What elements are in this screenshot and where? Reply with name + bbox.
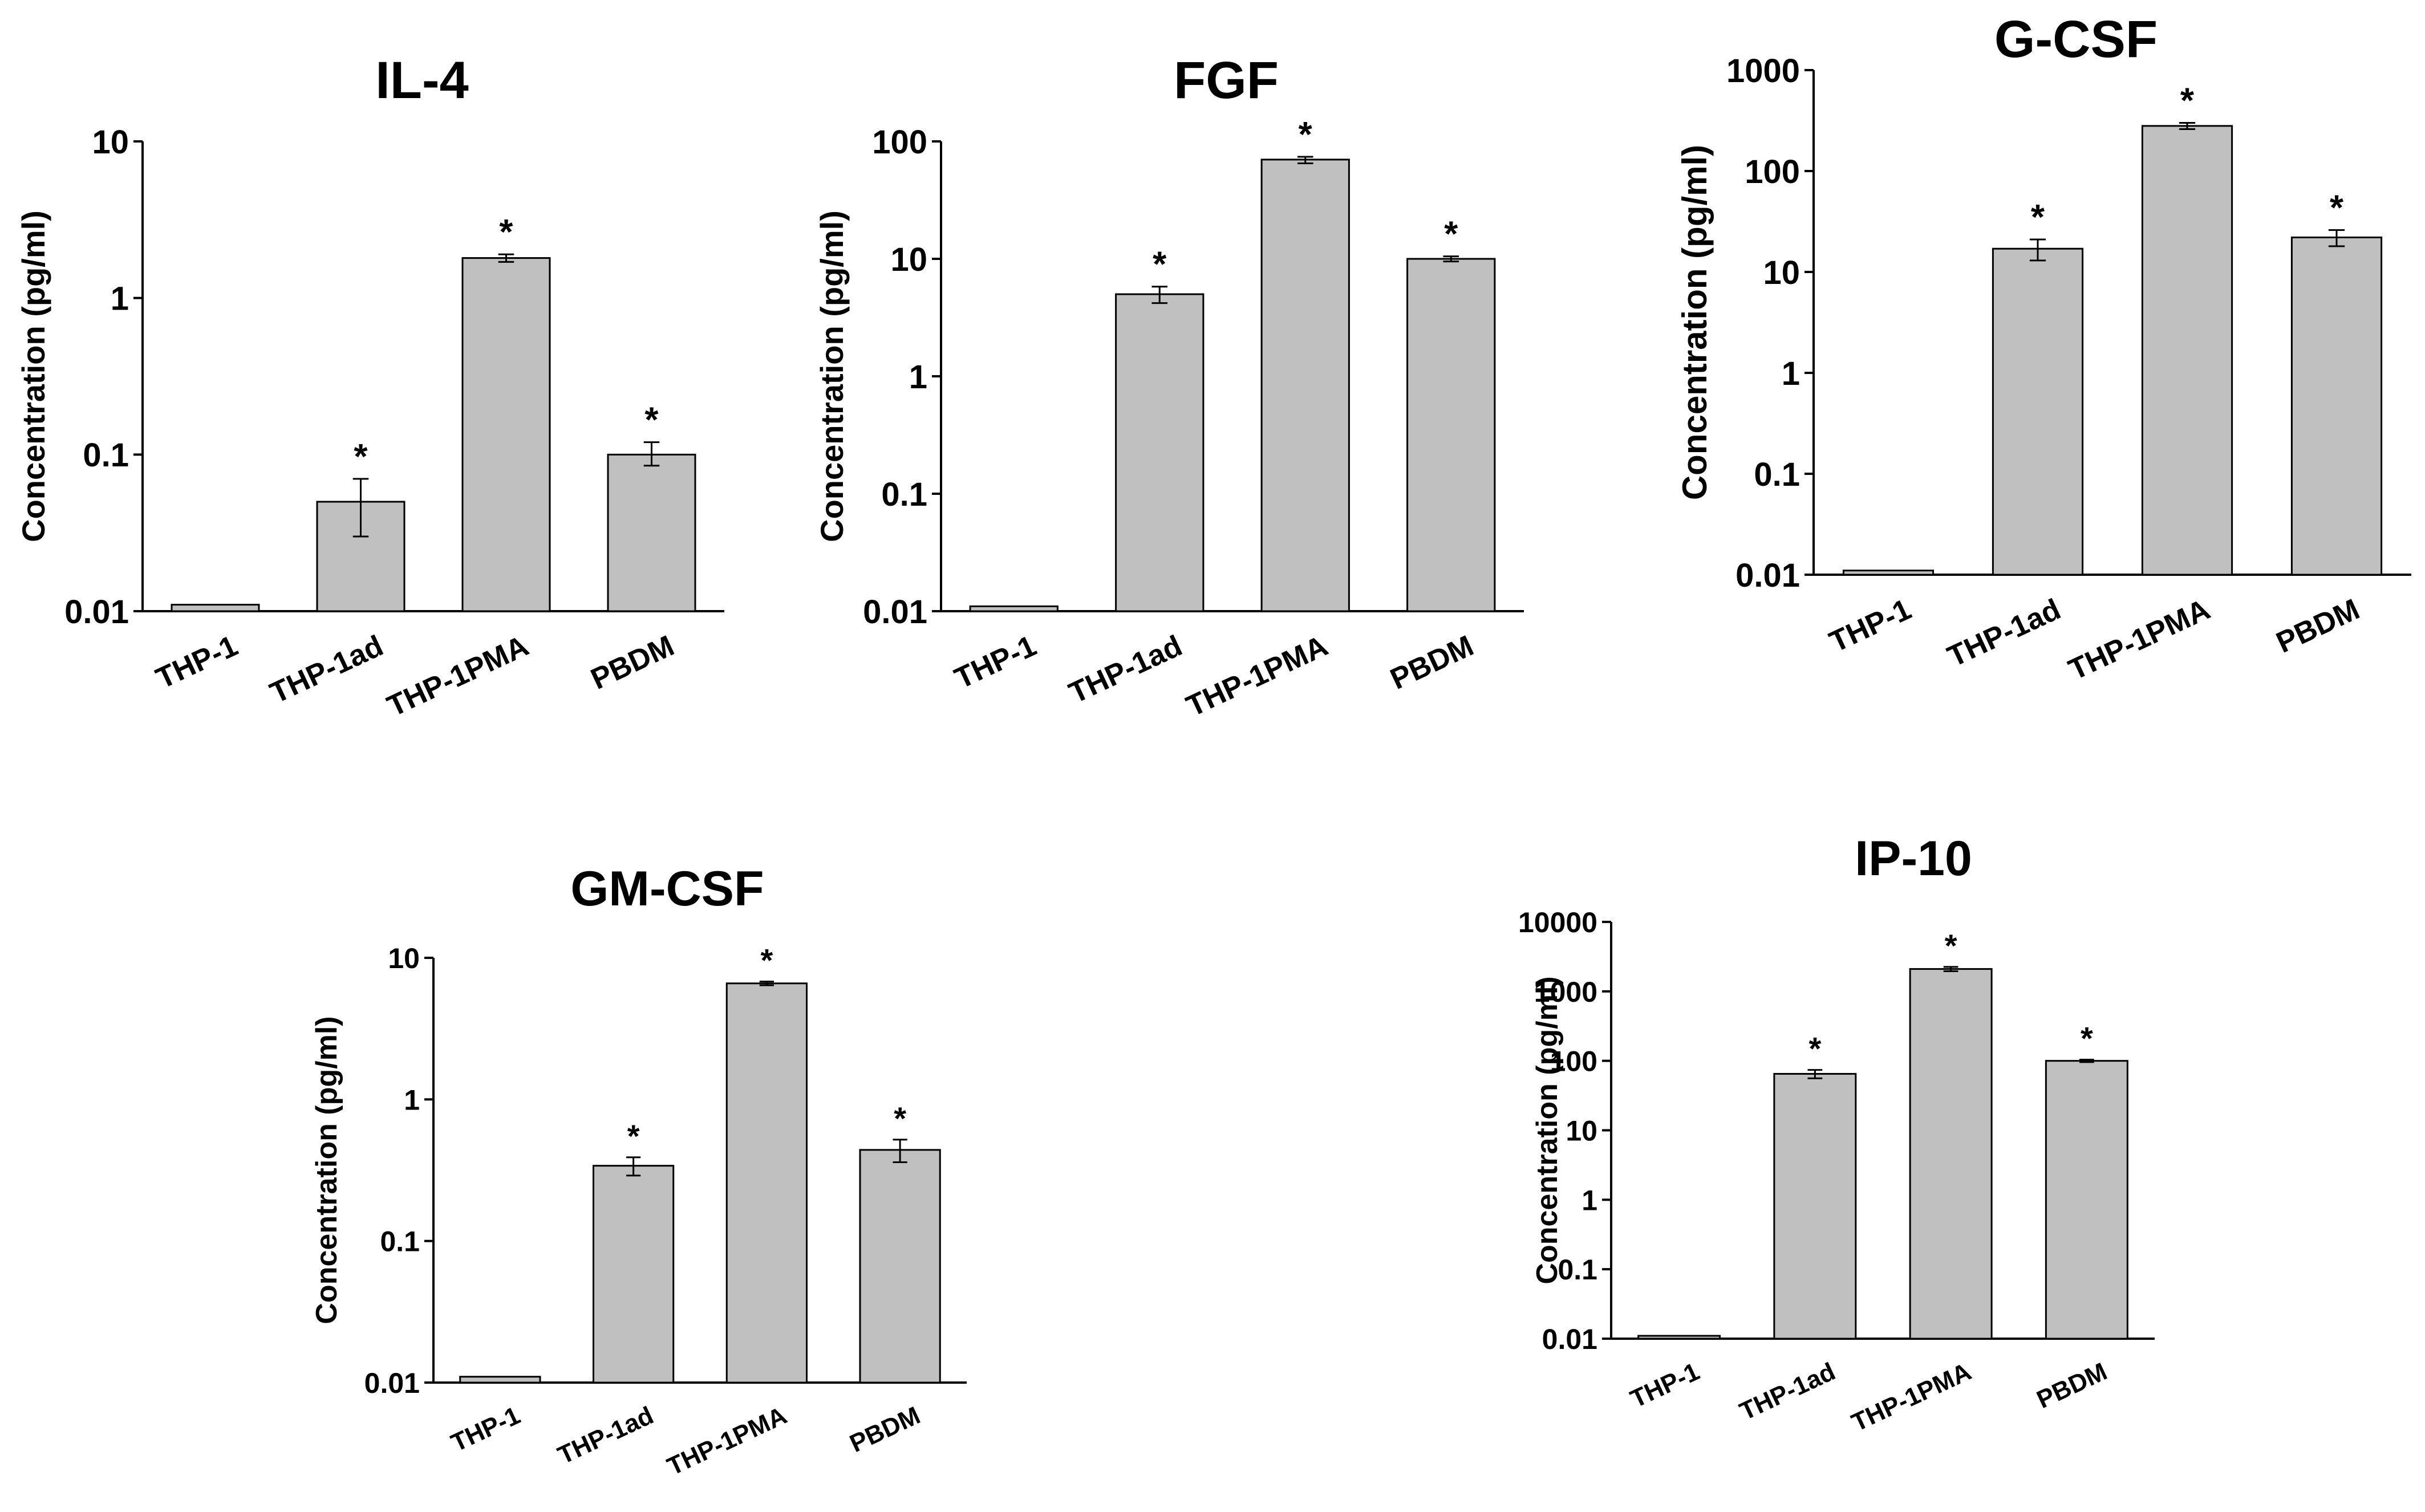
bar: [2290, 236, 2383, 576]
y-tick-label: 10: [890, 241, 927, 278]
significance-star: *: [894, 1100, 906, 1136]
significance-star: *: [1153, 245, 1167, 284]
significance-star: *: [627, 1118, 640, 1154]
x-tick-label: THP-1PMA: [1847, 1357, 1976, 1437]
significance-star: *: [2031, 198, 2045, 237]
y-tick-label: 100: [1745, 153, 1800, 190]
bar: [725, 982, 808, 1384]
significance-star: *: [1945, 928, 1957, 964]
bar: [461, 257, 551, 612]
chart-title: IP-10: [1855, 831, 1972, 886]
x-tick-label: THP-1ad: [265, 629, 388, 710]
bar: [607, 453, 696, 612]
significance-star: *: [644, 401, 659, 440]
y-tick-label: 10: [1566, 1115, 1597, 1147]
bar: [1115, 293, 1205, 612]
chart-panel-gm-csf: GM-CSF Concentration (pg/ml) 0.01 0.1 1 10 THP…: [310, 861, 967, 1481]
bar: [1406, 258, 1496, 612]
bar: [1842, 570, 1935, 576]
chart-panel-ip-10: IP-10 Concentration (pg/ml) 0.01 0.1 1 10 100 1…: [1518, 831, 2155, 1437]
y-tick-label: 1: [404, 1084, 420, 1116]
y-tick-label: 0.01: [364, 1367, 420, 1399]
x-tick-label: THP-1ad: [1064, 629, 1187, 710]
y-tick-label: 1000: [1726, 52, 1800, 90]
y-tick-label: 10: [1763, 254, 1800, 291]
x-tick-label: PBDM: [586, 629, 679, 696]
y-tick-label: 0.1: [1754, 456, 1800, 493]
bar: [171, 604, 260, 612]
y-tick-label: 0.01: [1735, 557, 1800, 594]
x-tick-label: PBDM: [2272, 593, 2365, 660]
chart-title: G-CSF: [1994, 10, 2158, 68]
bar: [2045, 1060, 2128, 1340]
significance-star: *: [2180, 82, 2195, 121]
y-tick-label: 0.1: [83, 437, 129, 474]
y-axis-label: Concentration (pg/ml): [1531, 976, 1564, 1284]
bar: [593, 1165, 675, 1384]
x-tick-label: THP-1ad: [1735, 1357, 1839, 1426]
chart-panel-fgf: FGF Concentration (pg/ml) 0.01 0.1 1 10 100 THP…: [814, 51, 1524, 724]
y-tick-label: 1: [909, 359, 927, 396]
x-tick-label: THP-1PMA: [1182, 629, 1333, 724]
y-tick-label: 0.01: [1542, 1323, 1597, 1355]
chart-panel-g-csf: G-CSF Concentration (pg/ml) 0.01 0.1 1 10 100 1…: [1676, 10, 2411, 687]
y-axis-label: Concentration (pg/ml): [15, 210, 51, 542]
y-tick-label: 100: [1550, 1046, 1597, 1078]
x-tick-label: THP-1ad: [554, 1401, 658, 1470]
x-tick-label: THP-1: [151, 629, 243, 696]
bar: [2141, 125, 2233, 576]
significance-star: *: [1808, 1031, 1821, 1067]
bar: [1909, 968, 1993, 1340]
chart-title: FGF: [1174, 51, 1279, 109]
y-tick-label: 0.1: [380, 1226, 420, 1258]
significance-star: *: [760, 942, 773, 978]
bar: [859, 1149, 941, 1384]
x-tick-label: THP-1PMA: [382, 629, 533, 724]
bar: [1773, 1072, 1857, 1340]
significance-star: *: [2330, 189, 2344, 228]
y-tick-label: 0.1: [881, 476, 927, 513]
x-tick-label: THP-1: [950, 629, 1041, 696]
y-tick-label: 1: [1782, 355, 1800, 392]
bar: [1637, 1335, 1721, 1340]
x-tick-label: THP-1PMA: [2064, 593, 2215, 687]
significance-star: *: [1299, 115, 1313, 155]
chart-title: IL-4: [375, 51, 469, 109]
y-tick-label: 10000: [1518, 907, 1597, 938]
x-tick-label: THP-1PMA: [663, 1401, 791, 1481]
y-axis-label: Concentration (pg/ml): [1676, 145, 1714, 500]
x-tick-label: THP-1: [1824, 593, 1916, 659]
x-tick-label: THP-1: [1626, 1357, 1704, 1413]
y-tick-label: 0.01: [64, 594, 129, 631]
chart-title: GM-CSF: [570, 861, 764, 916]
significance-star: *: [354, 437, 368, 477]
y-tick-label: 1: [1581, 1184, 1597, 1216]
y-tick-label: 10: [92, 124, 129, 161]
y-tick-label: 0.1: [1558, 1254, 1597, 1286]
y-tick-label: 1000: [1534, 976, 1597, 1008]
y-axis-label: Concentration (pg/ml): [310, 1016, 343, 1324]
y-tick-label: 100: [872, 124, 927, 161]
bar: [459, 1376, 541, 1384]
x-tick-label: PBDM: [1385, 629, 1478, 696]
y-axis-label: Concentration (pg/ml): [814, 210, 850, 542]
bar: [969, 605, 1059, 612]
x-tick-label: PBDM: [846, 1401, 924, 1458]
y-tick-label: 10: [388, 942, 420, 974]
x-tick-label: PBDM: [2033, 1357, 2111, 1414]
x-tick-label: THP-1ad: [1943, 593, 2066, 674]
significance-star: *: [1444, 215, 1458, 254]
chart-panel-il-4: IL-4 Concentration (pg/ml) 0.01 0.1 1 10 THP-1…: [15, 51, 724, 724]
bar: [1992, 247, 2084, 576]
y-tick-label: 1: [111, 281, 129, 318]
y-tick-label: 0.01: [863, 594, 927, 631]
significance-star: *: [499, 213, 513, 252]
x-tick-label: THP-1: [447, 1401, 525, 1457]
significance-star: *: [2081, 1021, 2093, 1056]
bar: [1260, 158, 1350, 612]
